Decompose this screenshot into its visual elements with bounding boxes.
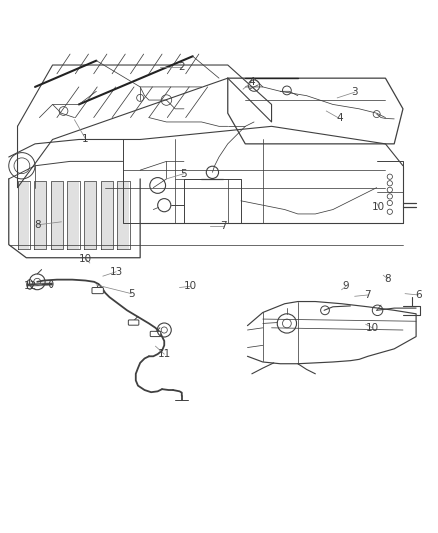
Text: 4: 4	[336, 114, 343, 124]
Text: 1: 1	[82, 134, 89, 143]
Text: 10: 10	[366, 323, 379, 333]
Text: 10: 10	[184, 281, 197, 291]
Text: 9: 9	[343, 281, 350, 291]
FancyBboxPatch shape	[128, 320, 139, 325]
Text: 7: 7	[364, 290, 371, 300]
FancyBboxPatch shape	[92, 287, 103, 294]
Bar	[118, 182, 129, 248]
Bar	[68, 182, 79, 248]
FancyBboxPatch shape	[150, 332, 161, 336]
Bar	[101, 182, 113, 248]
Text: 13: 13	[110, 266, 123, 277]
Text: 10: 10	[372, 203, 385, 212]
Text: 7: 7	[220, 221, 227, 231]
Text: 3: 3	[351, 87, 358, 97]
Bar	[85, 182, 96, 248]
Text: 12: 12	[24, 281, 37, 291]
Text: 5: 5	[180, 168, 187, 179]
Text: 2: 2	[178, 62, 185, 72]
Text: 10: 10	[79, 254, 92, 264]
Text: 6: 6	[415, 290, 422, 300]
Bar	[18, 182, 29, 248]
Text: 4: 4	[248, 77, 255, 87]
Bar	[51, 182, 63, 248]
Text: 11: 11	[158, 349, 171, 359]
Bar	[35, 182, 46, 248]
Text: 8: 8	[384, 274, 391, 284]
Text: 5: 5	[128, 289, 135, 298]
Text: 8: 8	[34, 220, 41, 230]
